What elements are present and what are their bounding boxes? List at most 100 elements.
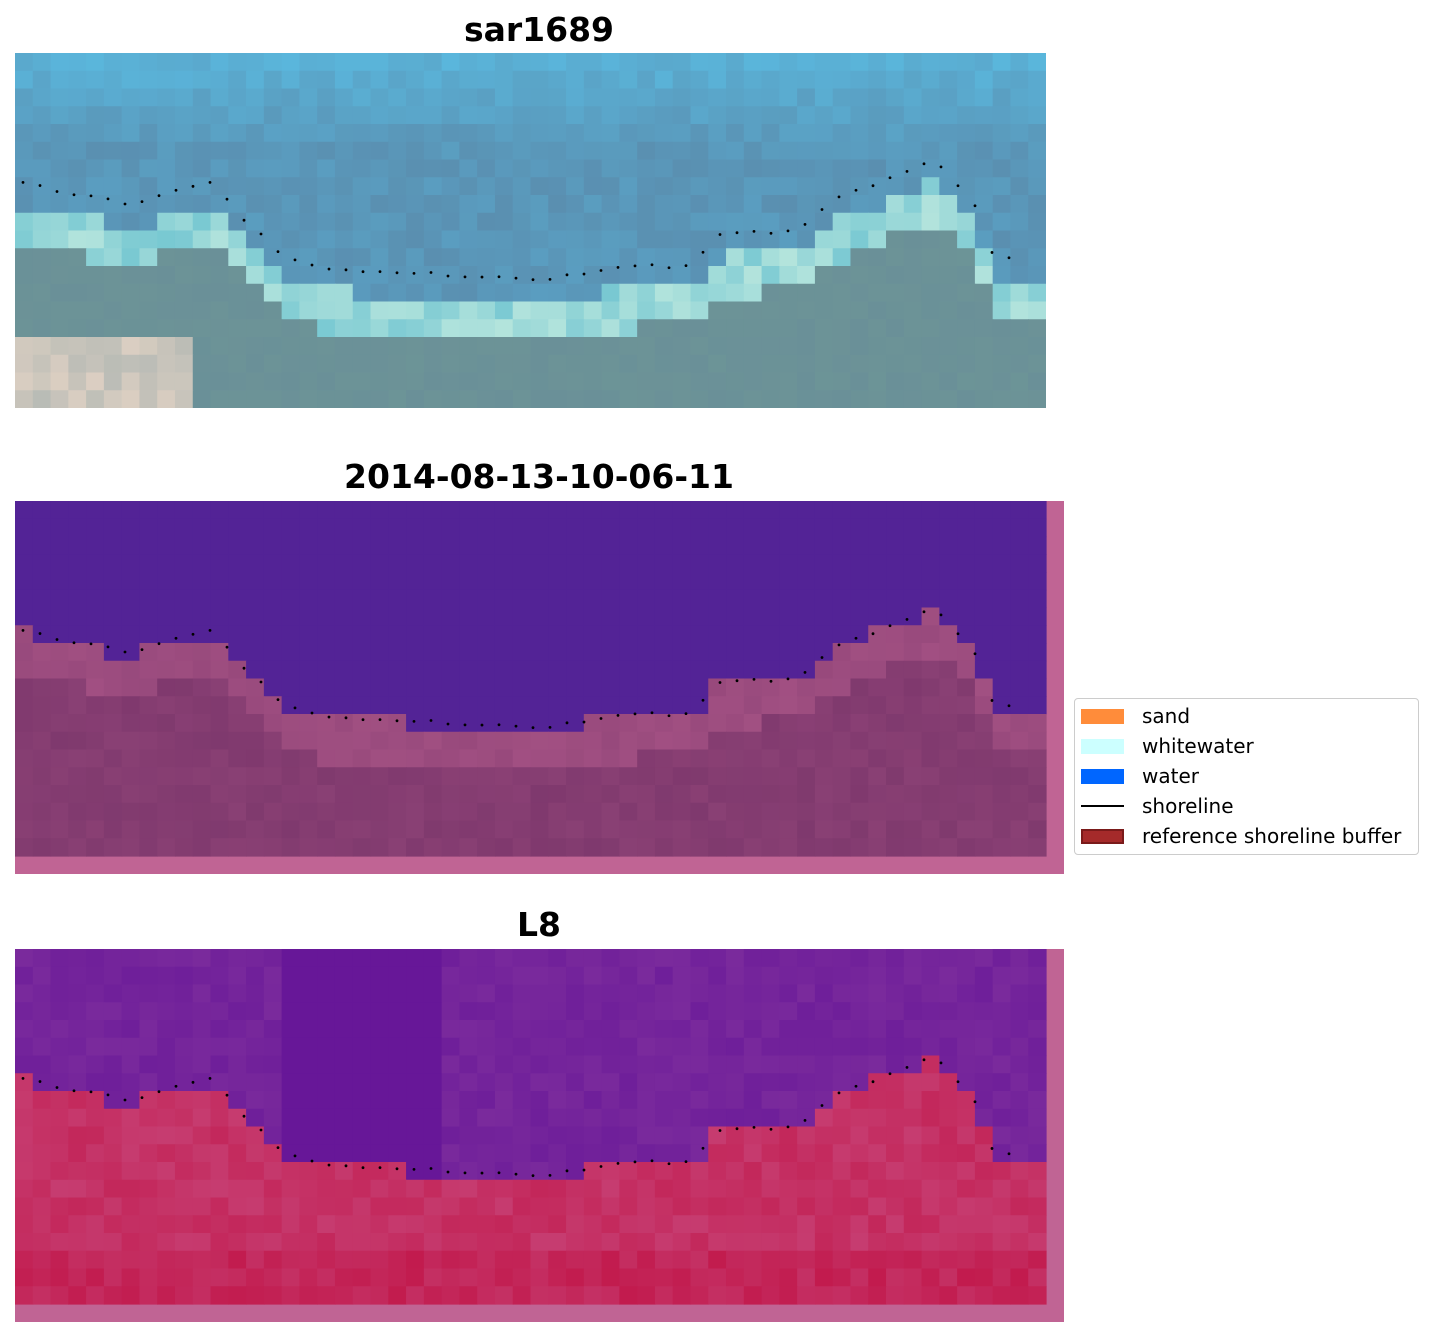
shoreline-point — [208, 180, 212, 184]
shoreline-point — [174, 1084, 178, 1088]
shoreline-point — [548, 726, 552, 729]
legend-label-shoreline: shoreline — [1142, 794, 1234, 818]
shoreline-point — [871, 632, 875, 636]
shoreline-point — [718, 1129, 722, 1132]
shoreline-point — [514, 1172, 518, 1176]
shoreline-point — [905, 617, 909, 621]
shoreline-point — [463, 1171, 467, 1175]
shoreline-point — [21, 1076, 25, 1080]
shoreline-point — [701, 1146, 705, 1150]
shoreline-point — [735, 231, 739, 235]
shoreline-point — [786, 677, 790, 681]
shoreline-point — [854, 636, 858, 640]
shoreline-point — [531, 1174, 535, 1178]
shoreline-point — [38, 632, 42, 635]
shoreline-point — [616, 1161, 620, 1165]
shoreline-point — [548, 1174, 552, 1177]
shoreline-point — [854, 188, 858, 192]
shoreline-point — [803, 222, 807, 226]
shoreline-point — [140, 1096, 144, 1099]
shoreline-point — [378, 1166, 382, 1170]
shoreline-point — [820, 656, 824, 659]
shoreline-point — [905, 1065, 909, 1069]
shoreline-point — [378, 718, 382, 722]
shoreline-point — [752, 229, 756, 233]
mndwi-image-panel — [15, 949, 1064, 1322]
shoreline-point — [310, 263, 314, 267]
water-swatch — [1081, 768, 1124, 784]
shoreline-point — [140, 200, 144, 203]
shoreline-point — [480, 275, 484, 279]
shoreline-point — [395, 1167, 399, 1171]
shoreline-point — [497, 1171, 501, 1175]
shoreline-point — [888, 624, 892, 628]
shoreline-point — [837, 643, 841, 647]
shoreline-point — [599, 717, 603, 720]
shoreline-point — [191, 1080, 195, 1084]
shoreline-point — [123, 202, 127, 206]
shoreline-point — [38, 1080, 42, 1083]
shoreline-point — [446, 1170, 450, 1174]
shoreline-point — [191, 632, 195, 636]
legend-item-sand: sand — [1081, 704, 1190, 728]
shoreline-point — [1007, 256, 1011, 260]
shoreline-point — [684, 712, 688, 716]
shoreline-point — [72, 641, 76, 645]
shoreline-point — [684, 264, 688, 268]
shoreline-point — [344, 268, 348, 272]
shoreline-point — [378, 270, 382, 274]
shoreline-point — [956, 1080, 960, 1084]
shoreline-point — [922, 610, 926, 614]
shoreline-point — [531, 726, 535, 730]
shoreline-point — [225, 197, 229, 201]
legend-item-reference-buffer: reference shoreline buffer — [1081, 824, 1401, 848]
shoreline-point — [735, 1127, 739, 1131]
reference-buffer-swatch — [1081, 828, 1124, 844]
shoreline-point — [89, 194, 93, 198]
classified-image — [15, 501, 1064, 874]
panel-title-1: sar1689 — [463, 10, 615, 49]
shoreline-point — [327, 267, 331, 271]
legend-item-water: water — [1081, 764, 1199, 788]
shoreline-point — [599, 269, 603, 272]
shoreline-point — [616, 713, 620, 717]
shoreline-point — [514, 724, 518, 728]
shoreline-point — [735, 679, 739, 683]
shoreline-point — [973, 204, 977, 208]
shoreline-point — [820, 1104, 824, 1107]
whitewater-swatch — [1081, 738, 1124, 754]
shoreline-line-swatch — [1081, 805, 1124, 807]
shoreline-point — [55, 1086, 59, 1089]
shoreline-point — [701, 250, 705, 254]
shoreline-point — [242, 218, 246, 222]
shoreline-point — [497, 723, 501, 727]
legend: sand whitewater water shoreline referenc… — [1074, 698, 1419, 855]
shoreline-point — [344, 1164, 348, 1168]
shoreline-point — [21, 180, 25, 184]
shoreline-point — [361, 270, 365, 274]
shoreline-point — [973, 1100, 977, 1104]
shoreline-point — [650, 263, 654, 267]
shoreline-point — [939, 165, 943, 169]
shoreline-point — [905, 169, 909, 173]
shoreline-point — [565, 273, 569, 277]
shoreline-point — [633, 1160, 637, 1164]
classified-image-panel — [15, 501, 1064, 874]
shoreline-point — [582, 272, 586, 276]
shoreline-point — [463, 723, 467, 727]
shoreline-point — [871, 184, 875, 188]
shoreline-point — [106, 1093, 110, 1097]
shoreline-point — [395, 719, 399, 723]
shoreline-point — [157, 1090, 161, 1094]
shoreline-point — [769, 1127, 773, 1131]
shoreline-point — [837, 195, 841, 199]
shoreline-point — [72, 1089, 76, 1093]
shoreline-point — [701, 698, 705, 702]
shoreline-point — [429, 1167, 433, 1170]
shoreline-point — [633, 712, 637, 716]
legend-item-shoreline: shoreline — [1081, 794, 1234, 818]
shoreline-point — [344, 716, 348, 720]
shoreline-point — [956, 632, 960, 636]
legend-label-water: water — [1142, 764, 1199, 788]
shoreline-point — [990, 251, 994, 254]
